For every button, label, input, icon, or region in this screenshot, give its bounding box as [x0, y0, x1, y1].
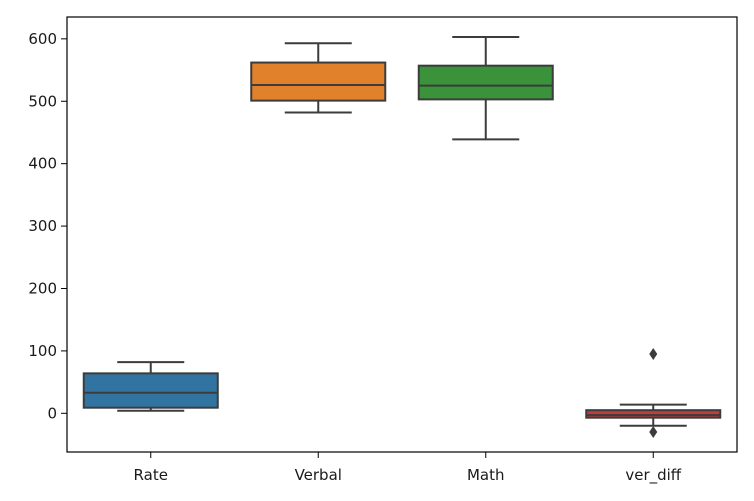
- y-tick-label: 400: [28, 155, 57, 173]
- box-group-ver-diff: [585, 348, 722, 439]
- x-tick-label: Verbal: [295, 466, 342, 484]
- y-tick-label: 600: [28, 30, 57, 48]
- box-marks: [82, 35, 722, 439]
- x-tick-label: ver_diff: [625, 466, 681, 485]
- y-tick-label: 500: [28, 92, 57, 110]
- x-tick-label: Rate: [134, 466, 168, 484]
- y-axis: 0 100 200 300 400 500 600: [28, 30, 67, 422]
- x-axis: Rate Verbal Math ver_diff: [134, 452, 682, 485]
- outlier-point: [649, 426, 658, 439]
- y-tick-label: 0: [47, 404, 57, 422]
- box-group-rate: [82, 361, 219, 412]
- plot-frame: [66, 16, 738, 453]
- box-group-verbal: [250, 42, 387, 114]
- iqr-box: [417, 64, 554, 101]
- iqr-box: [82, 372, 219, 409]
- box-group-math: [417, 35, 554, 141]
- outlier-point: [649, 348, 658, 361]
- y-tick-label: 200: [28, 279, 57, 297]
- y-tick-label: 300: [28, 217, 57, 235]
- iqr-box: [250, 61, 387, 102]
- y-tick-label: 100: [28, 342, 57, 360]
- iqr-box: [585, 409, 722, 419]
- x-tick-label: Math: [467, 466, 505, 484]
